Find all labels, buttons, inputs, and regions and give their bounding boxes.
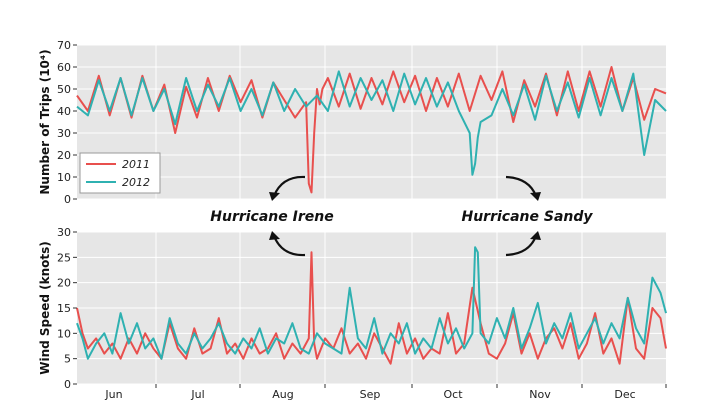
arrowhead-sandy-up — [530, 192, 541, 201]
wind-y-tick-label: 20 — [57, 277, 71, 290]
arrowhead-irene-up — [269, 192, 280, 201]
x-tick-label-oct: Oct — [443, 388, 463, 401]
wind-series-line-2012 — [76, 246, 667, 360]
trips-y-tick-label: 0 — [64, 193, 71, 206]
trips-y-tick-label: 40 — [57, 105, 71, 118]
x-tick-label-nov: Nov — [529, 388, 551, 401]
x-tick-label-jul: Jul — [190, 388, 204, 401]
annotation-hurricane-sandy: Hurricane Sandy — [461, 209, 593, 225]
legend-label-2011: 2011 — [122, 158, 150, 171]
x-tick-label-aug: Aug — [272, 388, 293, 401]
trips-y-axis-title: Number of Trips (10⁴) — [38, 49, 52, 194]
wind-y-axis-title: Wind Speed (knots) — [38, 241, 52, 375]
wind-series-line-2011 — [76, 251, 667, 365]
trips-series — [76, 66, 667, 194]
arrowhead-sandy-down — [530, 231, 541, 240]
trips-y-tick-label: 50 — [57, 83, 71, 96]
wind-y-tick-label: 10 — [57, 327, 71, 340]
trips-y-ticks: 0 10 20 30 40 50 60 70 — [57, 39, 77, 206]
wind-series — [76, 246, 667, 365]
wind-y-ticks: 0 5 10 15 20 25 30 — [57, 226, 77, 391]
arrow-heads — [269, 192, 541, 240]
legend: 2011 2012 — [79, 152, 161, 194]
trips-y-tick-label: 20 — [57, 149, 71, 162]
trips-grid — [77, 44, 666, 200]
trips-series-line-2012 — [76, 70, 667, 176]
legend-label-2012: 2012 — [122, 176, 150, 189]
arrowhead-irene-down — [269, 231, 280, 240]
wind-y-tick-label: 15 — [57, 302, 71, 315]
legend-box — [79, 152, 161, 194]
wind-y-tick-label: 25 — [57, 251, 71, 264]
wind-y-tick-label: 30 — [57, 226, 71, 239]
wind-y-tick-label: 5 — [64, 353, 71, 366]
x-tick-label-dec: Dec — [614, 388, 635, 401]
x-tick-label-jun: Jun — [104, 388, 122, 401]
trips-y-tick-label: 70 — [57, 39, 71, 52]
trips-y-tick-label: 30 — [57, 127, 71, 140]
wind-y-tick-label: 0 — [64, 378, 71, 391]
x-tick-label-sep: Sep — [360, 388, 381, 401]
month-tick-labels: Jun Jul Aug Sep Oct Nov Dec — [104, 384, 667, 401]
annotation-hurricane-irene: Hurricane Irene — [210, 209, 333, 225]
trips-plot-area — [77, 45, 666, 199]
trips-y-tick-label: 60 — [57, 61, 71, 74]
trips-y-tick-label: 10 — [57, 171, 71, 184]
